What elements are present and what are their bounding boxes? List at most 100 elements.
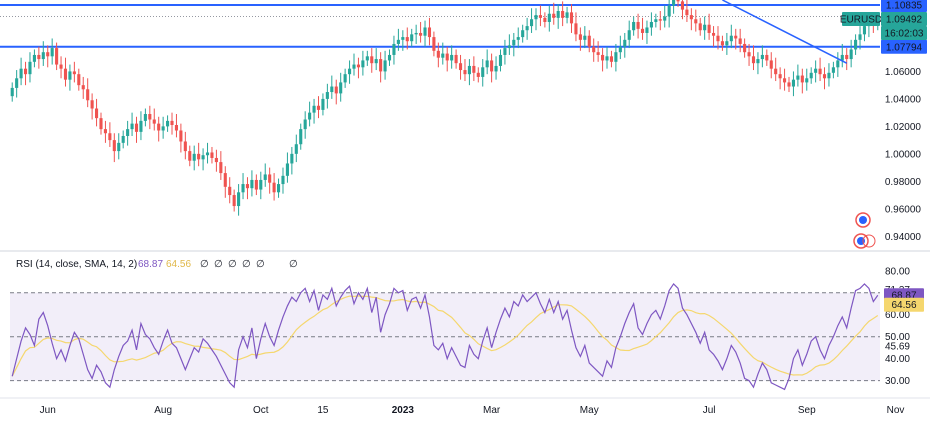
- candle-body: [63, 68, 68, 80]
- candle-body: [561, 10, 565, 18]
- symbol-tag-bg: [842, 11, 880, 26]
- visibility-icon[interactable]: ∅: [256, 259, 265, 270]
- price-tick-label: 0.98000: [885, 177, 922, 188]
- candle-body: [680, 1, 685, 10]
- candle-body: [59, 64, 63, 69]
- candle-body: [663, 16, 667, 21]
- candle-body: [237, 192, 241, 207]
- rsi-tick-label: 60.00: [885, 310, 910, 321]
- last-price-tag-bg: [881, 11, 927, 26]
- candle-body: [849, 49, 853, 60]
- rsi-tick-label: 40.00: [885, 354, 910, 365]
- candle-body: [205, 152, 210, 156]
- candle-body: [15, 78, 19, 88]
- candle-body: [614, 52, 618, 62]
- candle-body: [530, 19, 534, 27]
- candle-body: [667, 5, 671, 17]
- candle-body: [747, 52, 751, 57]
- candle-body: [836, 60, 840, 68]
- candle-body: [157, 123, 161, 131]
- rsi-sma-line: [11, 295, 879, 377]
- candle-body: [592, 46, 596, 53]
- rsi-legend: RSI (14, close, SMA, 14, 2) 68.87 64.56 …: [16, 259, 298, 270]
- candle-body: [130, 123, 134, 130]
- candle-body: [55, 48, 59, 65]
- rsi-title: RSI (14, close, SMA, 14, 2): [16, 259, 137, 270]
- alert-icons[interactable]: [853, 212, 876, 249]
- candle-body: [605, 56, 609, 61]
- candle-body: [77, 74, 81, 86]
- candle-body: [254, 179, 258, 190]
- candle-body: [498, 54, 503, 66]
- candle-body: [290, 153, 294, 164]
- candle-body: [188, 151, 192, 161]
- candle-body: [738, 38, 742, 44]
- candle-body: [241, 184, 245, 193]
- candle-body: [387, 54, 392, 61]
- candle-body: [37, 54, 41, 60]
- candle-body: [845, 54, 849, 60]
- candle-body: [23, 68, 28, 75]
- candle-body: [103, 129, 107, 134]
- trendline: [722, 0, 848, 64]
- visibility-icon[interactable]: ∅: [214, 259, 223, 270]
- candle-body: [401, 37, 405, 40]
- symbol-tag: EURUSD: [840, 14, 882, 25]
- candle-body: [791, 79, 795, 87]
- price-tag-upper: 1.10835: [886, 1, 923, 12]
- candle-body: [392, 43, 396, 55]
- candle-body: [698, 23, 702, 31]
- candle-body: [636, 21, 640, 29]
- candle-body: [148, 114, 152, 120]
- candle-body: [507, 45, 511, 49]
- visibility-icon[interactable]: ∅: [242, 259, 251, 270]
- rsi-sma-tag: 64.56: [891, 300, 916, 311]
- price-tick-label: 1.02000: [885, 122, 922, 133]
- candle-body: [316, 105, 321, 110]
- candle-body: [658, 19, 662, 21]
- candle-body: [325, 92, 329, 99]
- candle-body: [414, 32, 418, 35]
- trendline-segment[interactable]: [722, 0, 848, 64]
- price-tag-upper-bg: [881, 0, 927, 13]
- candle-body: [174, 125, 179, 131]
- visibility-icon[interactable]: ∅: [228, 259, 237, 270]
- horizontal-lines: [0, 4, 880, 48]
- candle-body: [10, 87, 14, 97]
- candle-body: [796, 75, 800, 80]
- candle-body: [583, 35, 587, 40]
- candle-body: [720, 41, 724, 46]
- candle-body: [458, 63, 463, 71]
- candle-body: [423, 27, 427, 36]
- candle-body: [86, 89, 90, 101]
- candle-body: [379, 59, 383, 72]
- candle-body: [774, 68, 778, 75]
- candle-body: [166, 120, 170, 127]
- candle-body: [72, 71, 76, 75]
- price-tick-label: 1.06000: [885, 67, 922, 78]
- candle-body: [126, 129, 130, 136]
- time-tick-label: Sep: [798, 405, 816, 416]
- candle-body: [707, 24, 711, 33]
- visibility-icon[interactable]: ∅: [289, 259, 298, 270]
- candle-body: [822, 74, 827, 79]
- candle-body: [370, 56, 374, 64]
- candle-body: [623, 39, 627, 47]
- candle-body: [108, 133, 112, 141]
- time-tick-label: 2023: [392, 405, 415, 416]
- candle-body: [632, 21, 636, 31]
- candle-body: [601, 54, 605, 61]
- candle-body: [250, 179, 254, 189]
- candle-body: [627, 30, 631, 40]
- candle-body: [654, 19, 658, 22]
- candle-body: [587, 35, 591, 47]
- candle-body: [756, 59, 760, 64]
- candle-body: [538, 15, 542, 18]
- candle-body: [299, 129, 303, 145]
- candle-body: [436, 50, 440, 58]
- rsi-value-tag: 68.87: [891, 291, 916, 302]
- price-tick-label: 1.04000: [885, 94, 922, 105]
- candle-body: [800, 75, 804, 83]
- visibility-icon[interactable]: ∅: [200, 259, 209, 270]
